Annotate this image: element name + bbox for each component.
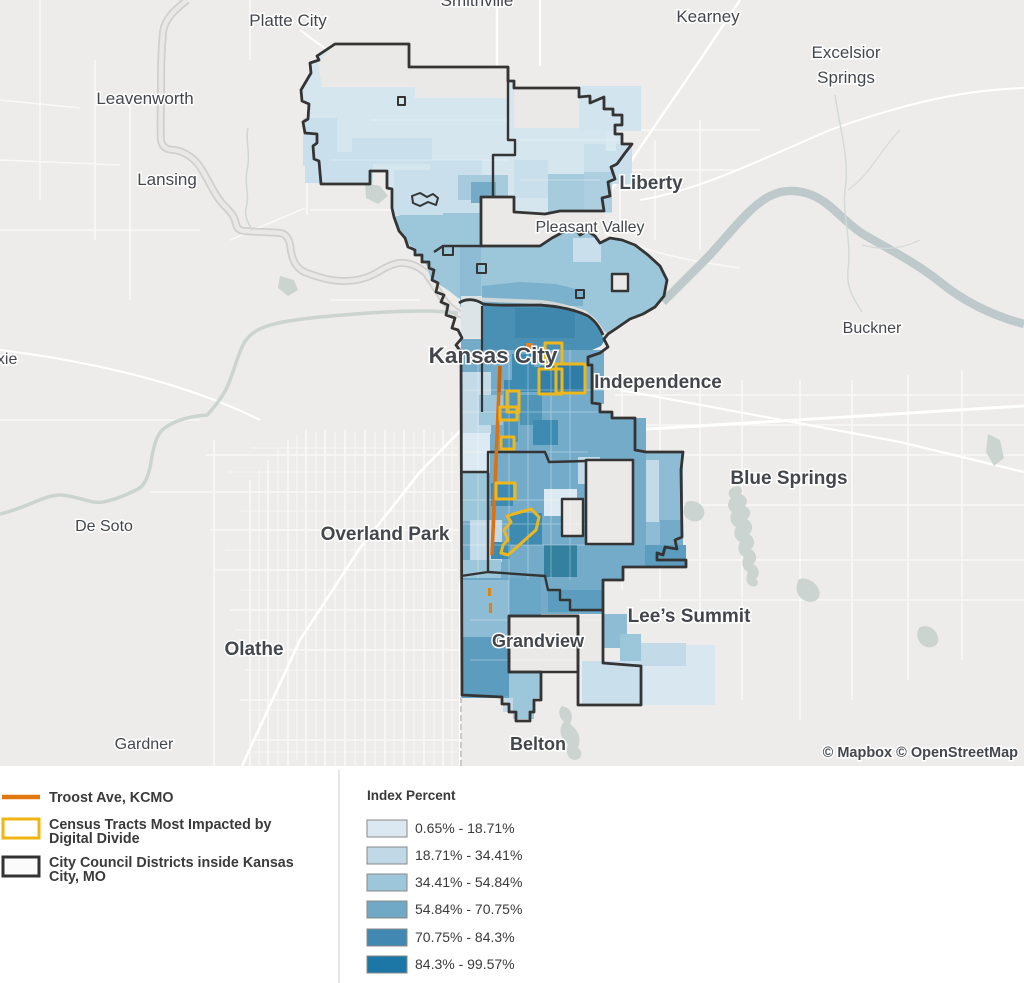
svg-text:Olathe: Olathe	[224, 639, 283, 660]
svg-text:Lee’s Summit: Lee’s Summit	[628, 606, 752, 627]
svg-text:Kearney: Kearney	[676, 7, 740, 26]
svg-text:34.41% - 54.84%: 34.41% - 54.84%	[415, 874, 522, 890]
svg-text:54.84% - 70.75%: 54.84% - 70.75%	[415, 901, 522, 917]
svg-text:Digital Divide: Digital Divide	[49, 831, 140, 847]
svg-text:De Soto: De Soto	[75, 518, 133, 535]
svg-text:Platte City: Platte City	[249, 11, 327, 30]
svg-text:Gardner: Gardner	[115, 736, 174, 753]
svg-text:Leavenworth: Leavenworth	[96, 89, 193, 108]
svg-text:Springs: Springs	[817, 68, 875, 87]
svg-text:Troost Ave, KCMO: Troost Ave, KCMO	[49, 790, 173, 806]
svg-text:Liberty: Liberty	[619, 173, 683, 194]
svg-text:Pleasant Valley: Pleasant Valley	[535, 219, 644, 236]
svg-text:oxie: oxie	[0, 351, 17, 368]
svg-text:© Mapbox © OpenStreetMap: © Mapbox © OpenStreetMap	[823, 745, 1019, 761]
svg-text:Independence: Independence	[594, 372, 722, 393]
svg-text:Buckner: Buckner	[843, 320, 902, 337]
svg-text:Belton: Belton	[510, 734, 566, 754]
svg-text:Index Percent: Index Percent	[367, 788, 456, 803]
svg-text:18.71% - 34.41%: 18.71% - 34.41%	[415, 847, 522, 863]
svg-text:Overland Park: Overland Park	[321, 524, 450, 545]
svg-text:84.3% - 99.57%: 84.3% - 99.57%	[415, 956, 515, 972]
svg-text:Lansing: Lansing	[137, 170, 197, 189]
svg-text:Kansas City: Kansas City	[429, 343, 558, 368]
svg-text:Smithville: Smithville	[441, 0, 514, 10]
svg-text:Grandview: Grandview	[492, 631, 585, 651]
svg-text:0.65% - 18.71%: 0.65% - 18.71%	[415, 820, 515, 836]
svg-text:70.75% - 84.3%: 70.75% - 84.3%	[415, 929, 515, 945]
svg-text:Blue Springs: Blue Springs	[730, 468, 847, 489]
svg-text:City Council Districts inside: City Council Districts inside Kansas	[49, 855, 294, 871]
svg-text:Census Tracts Most Impacted by: Census Tracts Most Impacted by	[49, 817, 272, 833]
svg-text:Excelsior: Excelsior	[812, 43, 881, 62]
svg-text:City, MO: City, MO	[49, 869, 106, 885]
